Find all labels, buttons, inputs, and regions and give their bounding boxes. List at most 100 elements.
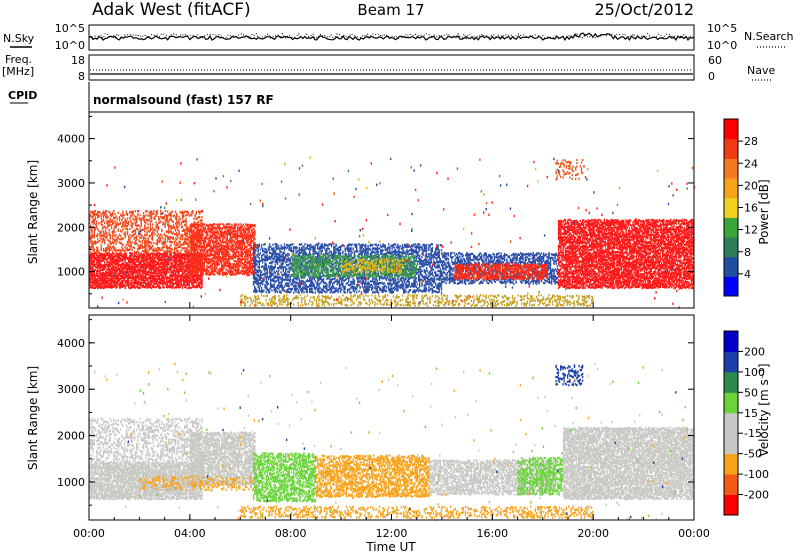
data-cell — [169, 241, 170, 243]
data-cell — [104, 261, 105, 263]
data-cell — [272, 247, 273, 249]
data-cell — [135, 229, 136, 231]
date-title: 25/Oct/2012 — [594, 0, 694, 19]
data-cell — [204, 266, 205, 268]
data-cell — [194, 252, 195, 254]
data-cell — [150, 284, 151, 286]
data-cell — [227, 244, 228, 246]
data-cell — [184, 243, 185, 245]
data-cell — [131, 252, 132, 254]
data-cell — [182, 221, 183, 223]
data-cell — [251, 245, 252, 247]
data-cell — [178, 233, 179, 235]
data-cell — [152, 239, 153, 241]
data-cell — [113, 233, 114, 235]
data-cell — [300, 244, 301, 246]
data-cell — [304, 288, 305, 290]
data-cell — [122, 238, 123, 240]
data-cell — [110, 269, 111, 271]
data-cell — [135, 236, 136, 238]
data-cell — [267, 276, 268, 278]
data-cell — [194, 248, 195, 250]
data-cell — [201, 278, 202, 280]
data-cell — [324, 248, 325, 250]
data-cell — [203, 273, 204, 275]
data-cell — [152, 234, 153, 236]
data-cell — [115, 243, 116, 245]
data-cell — [127, 225, 128, 227]
data-cell — [150, 217, 151, 219]
data-cell — [196, 211, 197, 213]
data-cell — [211, 260, 212, 262]
data-cell — [105, 264, 106, 266]
data-cell — [105, 251, 106, 253]
data-cell — [188, 211, 189, 213]
data-cell — [107, 277, 108, 279]
data-cell — [159, 218, 160, 220]
data-cell — [302, 253, 303, 255]
data-cell — [105, 257, 106, 259]
data-cell — [130, 256, 131, 258]
data-cell — [182, 216, 183, 218]
data-cell — [137, 286, 138, 288]
data-cell — [201, 216, 202, 218]
data-cell — [133, 234, 134, 236]
data-cell — [287, 258, 288, 260]
data-cell — [310, 244, 311, 246]
data-cell — [173, 260, 174, 262]
data-cell — [162, 267, 163, 269]
data-cell — [120, 214, 121, 216]
data-cell — [160, 259, 161, 261]
data-cell — [262, 274, 263, 276]
data-cell — [107, 280, 108, 282]
data-cell — [122, 267, 123, 269]
data-cell — [122, 244, 123, 246]
data-cell — [232, 271, 233, 273]
data-cell — [292, 243, 293, 245]
data-cell — [231, 239, 232, 241]
data-cell — [154, 249, 155, 251]
data-cell — [110, 253, 111, 255]
data-cell — [201, 245, 202, 247]
data-cell — [156, 221, 157, 223]
data-cell — [92, 242, 93, 244]
data-cell — [90, 238, 91, 240]
data-cell — [133, 266, 134, 268]
data-cell — [150, 221, 151, 223]
data-cell — [105, 271, 106, 273]
data-cell — [229, 247, 230, 249]
data-cell — [192, 256, 193, 258]
data-cell — [279, 253, 280, 255]
data-cell — [322, 249, 323, 251]
data-cell — [125, 260, 126, 262]
data-cell — [224, 255, 225, 257]
data-cell — [122, 211, 123, 213]
data-cell — [109, 231, 110, 233]
data-cell — [92, 256, 93, 258]
data-cell — [315, 250, 316, 252]
data-cell — [92, 235, 93, 237]
data-cell — [253, 247, 254, 249]
data-cell — [193, 218, 194, 220]
data-cell — [101, 231, 102, 233]
data-cell — [222, 255, 223, 257]
data-cell — [150, 286, 151, 288]
data-cell — [220, 244, 221, 246]
data-cell — [190, 226, 191, 228]
data-cell — [190, 253, 191, 255]
data-cell — [227, 253, 228, 255]
data-cell — [272, 258, 273, 260]
data-cell — [287, 244, 288, 246]
data-cell — [161, 229, 162, 231]
data-cell — [160, 287, 161, 289]
data-cell — [135, 276, 136, 278]
data-cell — [154, 269, 155, 271]
data-cell — [215, 261, 216, 263]
data-cell — [118, 253, 119, 255]
data-cell — [290, 247, 291, 249]
data-cell — [278, 246, 279, 248]
data-cell — [279, 290, 280, 292]
data-cell — [99, 259, 100, 261]
data-cell — [222, 252, 223, 254]
data-cell — [190, 270, 191, 272]
